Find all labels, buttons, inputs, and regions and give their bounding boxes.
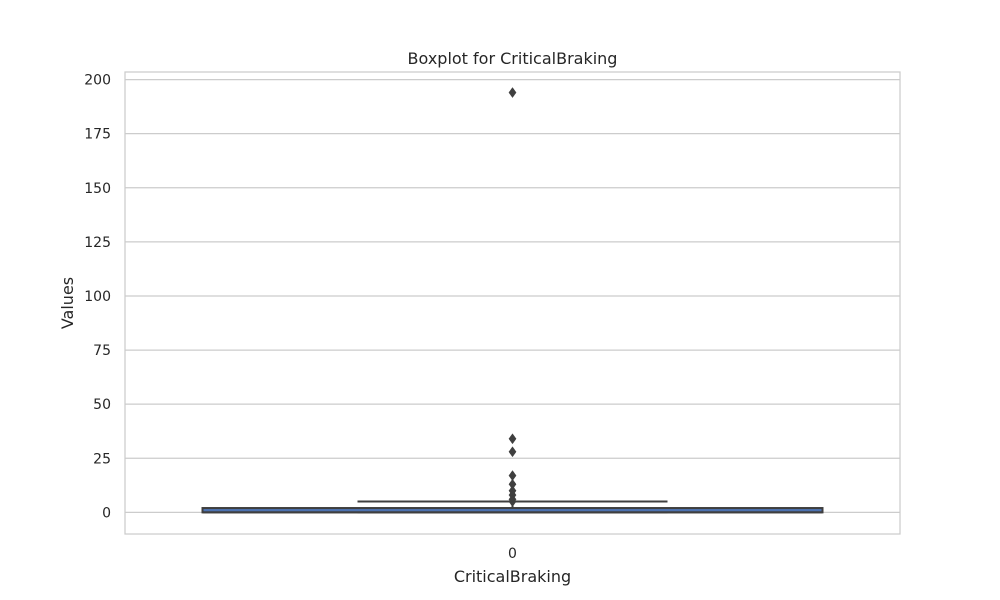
y-tick-label: 200 xyxy=(84,73,111,89)
outlier-point xyxy=(508,446,517,458)
y-tick-label: 125 xyxy=(84,235,111,251)
outlier-point xyxy=(508,433,517,445)
y-tick-label: 100 xyxy=(84,289,111,305)
y-tick-label: 75 xyxy=(93,343,111,359)
box-layer xyxy=(201,500,824,514)
y-tick-label: 0 xyxy=(102,505,111,521)
y-tick-label: 175 xyxy=(84,127,111,143)
x-tick-labels: 0 xyxy=(508,546,517,562)
chart-title: Boxplot for CriticalBraking xyxy=(408,49,618,68)
y-tick-label: 25 xyxy=(93,451,111,467)
grid-lines xyxy=(125,78,900,513)
y-axis-label: Values xyxy=(58,277,77,329)
x-axis-label: CriticalBraking xyxy=(454,567,571,586)
plot-frame xyxy=(124,71,901,535)
outlier-point xyxy=(508,496,517,507)
outlier-layer xyxy=(508,87,517,507)
y-tick-label: 150 xyxy=(84,181,111,197)
x-tick-label: 0 xyxy=(508,546,517,562)
outlier-point xyxy=(508,87,517,98)
y-tick-labels: 0 25 50 75 100 125 150 175 200 xyxy=(84,73,111,522)
y-tick-label: 50 xyxy=(93,397,111,413)
